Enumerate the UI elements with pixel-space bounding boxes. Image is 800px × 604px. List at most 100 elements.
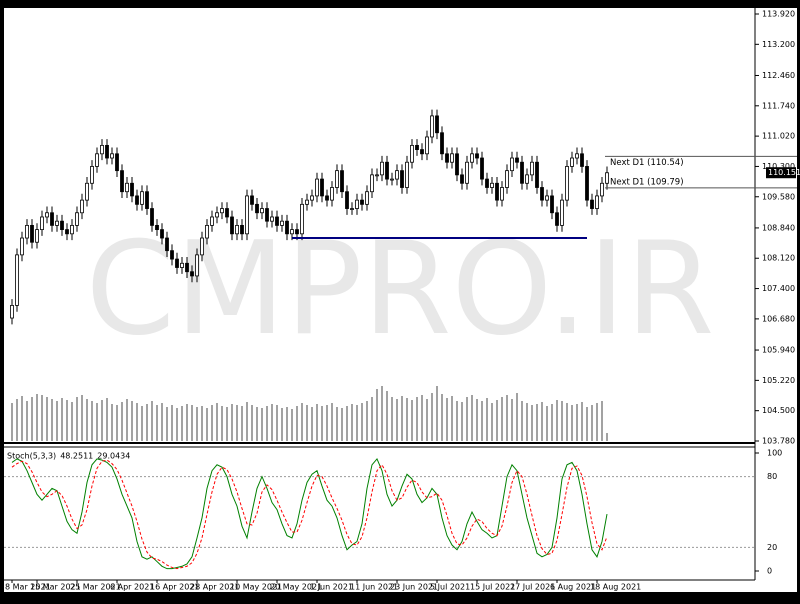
stoch-line (11, 457, 608, 570)
stoch-line (11, 459, 608, 570)
candle-body (480, 157, 484, 180)
candle-body (315, 178, 319, 197)
candle-body (225, 208, 229, 218)
y-tick-label: 104.500 (762, 406, 795, 415)
candle-body (115, 153, 119, 172)
candle-body (400, 170, 404, 188)
candle-body (40, 216, 44, 231)
candle-body (280, 220, 284, 226)
candle-body (525, 174, 529, 184)
candle-body (60, 220, 64, 231)
candle-body (340, 170, 344, 193)
candle-body (250, 195, 254, 205)
y-tick-label: 111.740 (762, 101, 795, 110)
candle-body (160, 229, 164, 239)
candle-body (50, 212, 54, 226)
current-price-label: 110.151 (768, 168, 800, 177)
candle-body (245, 195, 249, 235)
candle-body (145, 191, 149, 209)
x-tick-label: 5 Jul 2021 (430, 583, 470, 592)
candle-body (285, 220, 289, 235)
candle-body (135, 195, 139, 205)
candle-body (515, 157, 519, 163)
x-tick-label: 27 Jul 2021 (510, 583, 555, 592)
candle-body (25, 224, 29, 239)
y-tick-label: 105.940 (762, 346, 795, 355)
candle-body (200, 237, 204, 256)
candle-body (255, 203, 259, 214)
candle-body (585, 166, 589, 201)
candle-body (390, 178, 394, 181)
candle-body (425, 136, 429, 155)
y-tick-label: 107.400 (762, 284, 795, 293)
candle-body (270, 216, 274, 222)
y-tick-label: 111.020 (762, 132, 795, 141)
candle-body (275, 216, 279, 226)
candle-body (460, 174, 464, 184)
x-tick-label: 6 Aug 2021 (550, 583, 596, 592)
watermark: CMPRO.IR (86, 215, 715, 364)
candle-body (555, 212, 559, 226)
candle-body (205, 224, 209, 239)
candle-body (70, 224, 74, 235)
candle-body (420, 149, 424, 155)
candle-body (305, 199, 309, 205)
candle-body (505, 170, 509, 188)
candle-body (485, 178, 489, 188)
candle-body (395, 170, 399, 180)
candle-body (575, 153, 579, 159)
candle-body (475, 153, 479, 159)
candle-body (570, 157, 574, 167)
y-tick-label: 113.920 (762, 10, 795, 19)
candle-body (95, 153, 99, 167)
candle-body (80, 199, 84, 214)
candle-body (180, 262, 184, 268)
candle-body (595, 195, 599, 209)
candle-body (355, 199, 359, 209)
candle-body (260, 208, 264, 214)
candle-body (470, 153, 474, 163)
candle-body (320, 178, 324, 197)
y-tick-label: 106.680 (762, 314, 795, 323)
current-price-box (766, 167, 796, 179)
candle-body (215, 212, 219, 218)
candle-body (450, 153, 454, 163)
candle-body (170, 250, 174, 260)
candle-body (430, 115, 434, 138)
y-tick-label: 108.120 (762, 254, 795, 263)
candle-body (440, 132, 444, 155)
candle-body (120, 170, 124, 193)
candle-body (520, 161, 524, 184)
candle-body (410, 144, 414, 163)
candle-body (310, 195, 314, 201)
candle-body (360, 199, 364, 205)
candle-body (65, 229, 69, 235)
candle-body (510, 157, 514, 172)
candle-body (55, 220, 59, 226)
y-tick-label: 112.460 (762, 71, 795, 80)
candle-body (185, 262, 189, 273)
candle-body (20, 237, 24, 256)
candle-body (365, 191, 369, 205)
candle-body (30, 224, 34, 243)
candle-body (380, 161, 384, 176)
y-tick-label: 113.200 (762, 40, 795, 49)
candle-body (370, 174, 374, 193)
x-tick-label: 6 Apr 2021 (110, 583, 154, 592)
x-tick-label: 28 Apr 2021 (190, 583, 239, 592)
candle-body (560, 199, 564, 226)
candle-body (600, 182, 604, 197)
y-tick-label: 103.780 (762, 437, 795, 446)
candle-body (495, 182, 499, 201)
y-tick-label: 105.220 (762, 376, 795, 385)
x-tick-label: 18 Aug 2021 (590, 583, 641, 592)
candle-body (500, 187, 504, 201)
candle-body (105, 144, 109, 159)
candle-body (550, 195, 554, 214)
candle-body (565, 166, 569, 201)
level-label: Next D1 (110.54) (610, 158, 684, 168)
candle-body (435, 115, 439, 134)
candle-body (580, 153, 584, 167)
